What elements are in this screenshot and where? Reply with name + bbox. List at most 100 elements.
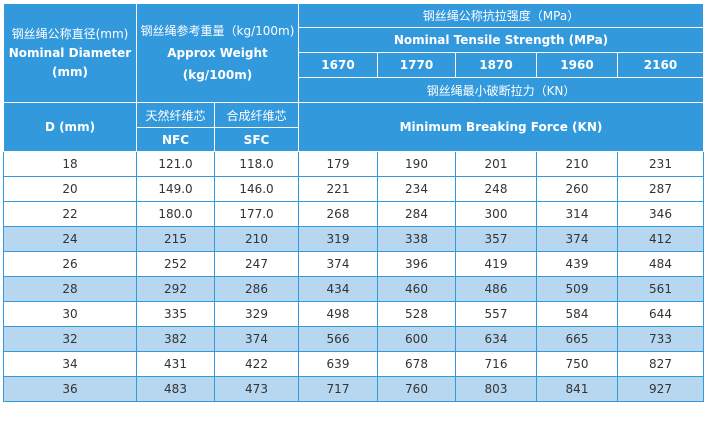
table-cell: 26 [3,251,137,277]
table-cell: 484 [617,251,704,277]
table-cell: 412 [617,226,704,252]
table-cell: 483 [136,376,215,402]
table-cell: 473 [214,376,299,402]
table-cell: 221 [298,176,378,202]
table-cell: 284 [377,201,456,227]
table-cell: 314 [536,201,618,227]
table-cell: 180.0 [136,201,215,227]
grade-header: 1870 [455,52,537,78]
break-force-header-cn: 钢丝绳最小破断拉力（KN） [298,77,704,103]
table-row: 20 149.0 146.0 221 234 248 260 287 [3,176,704,202]
table-row: 26 252 247 374 396 419 439 484 [3,251,704,277]
table-cell: 639 [298,351,378,377]
table-cell: 292 [136,276,215,302]
table-cell: 716 [455,351,537,377]
table-cell: 146.0 [214,176,299,202]
table-row: 18 121.0 118.0 179 190 201 210 231 [3,151,704,177]
table-cell: 803 [455,376,537,402]
table-cell: 149.0 [136,176,215,202]
table-row: 28 292 286 434 460 486 509 561 [3,276,704,302]
strength-header-cn: 钢丝绳公称抗拉强度（MPa） [298,3,704,28]
diameter-header-en: Nominal Diameter [8,45,132,60]
grade-header: 1770 [377,52,456,78]
table-cell: 927 [617,376,704,402]
table-row: 24 215 210 319 338 357 374 412 [3,226,704,252]
table-cell: 528 [377,301,456,327]
table-cell: 215 [136,226,215,252]
table-cell: 329 [214,301,299,327]
table-cell: 717 [298,376,378,402]
table-cell: 439 [536,251,618,277]
table-cell: 30 [3,301,137,327]
table-cell: 18 [3,151,137,177]
diameter-header-unit: (mm) [52,64,88,79]
table-cell: 34 [3,351,137,377]
table-row: 32 382 374 566 600 634 665 733 [3,326,704,352]
table-cell: 247 [214,251,299,277]
table-cell: 201 [455,151,537,177]
table-cell: 335 [136,301,215,327]
table-cell: 179 [298,151,378,177]
table-cell: 260 [536,176,618,202]
table-row: 30 335 329 498 528 557 584 644 [3,301,704,327]
grade-header: 1960 [536,52,618,78]
table-cell: 300 [455,201,537,227]
table-row: 22 180.0 177.0 268 284 300 314 346 [3,201,704,227]
table-cell: 36 [3,376,137,402]
table-cell: 210 [214,226,299,252]
table-cell: 431 [136,351,215,377]
table-cell: 486 [455,276,537,302]
table-cell: 24 [3,226,137,252]
table-cell: 561 [617,276,704,302]
table-cell: 750 [536,351,618,377]
table-cell: 234 [377,176,456,202]
table-cell: 760 [377,376,456,402]
table-cell: 190 [377,151,456,177]
table-cell: 382 [136,326,215,352]
table-cell: 374 [536,226,618,252]
table-cell: 357 [455,226,537,252]
table-cell: 118.0 [214,151,299,177]
table-cell: 419 [455,251,537,277]
table-cell: 509 [536,276,618,302]
table-cell: 252 [136,251,215,277]
table-cell: 28 [3,276,137,302]
table-cell: 557 [455,301,537,327]
weight-header-en: Approx Weight (kg/100m) [167,46,268,82]
table-cell: 634 [455,326,537,352]
table-cell: 32 [3,326,137,352]
table-cell: 286 [214,276,299,302]
table-cell: 346 [617,201,704,227]
table-cell: 584 [536,301,618,327]
table-cell: 566 [298,326,378,352]
table-cell: 20 [3,176,137,202]
table-cell: 177.0 [214,201,299,227]
table-cell: 287 [617,176,704,202]
sfc-header-cn: 合成纤维芯 [214,102,299,128]
weight-header: 钢丝绳参考重量（kg/100m) Approx Weight (kg/100m) [136,3,299,103]
diameter-header: 钢丝绳公称直径(mm) Nominal Diameter (mm) [3,3,137,103]
table-cell: 338 [377,226,456,252]
nfc-header: NFC [136,127,215,152]
table-cell: 644 [617,301,704,327]
table-cell: 374 [298,251,378,277]
table-cell: 665 [536,326,618,352]
table-cell: 231 [617,151,704,177]
break-force-header-en: Minimum Breaking Force (KN) [298,102,704,152]
table-cell: 396 [377,251,456,277]
strength-header-en: Nominal Tensile Strength (MPa) [298,27,704,53]
wire-rope-spec-table: 钢丝绳公称直径(mm) Nominal Diameter (mm) 钢丝绳参考重… [3,3,704,402]
table-row: 34 431 422 639 678 716 750 827 [3,351,704,377]
grade-header: 1670 [298,52,378,78]
table-cell: 374 [214,326,299,352]
table-cell: 319 [298,226,378,252]
weight-header-cn: 钢丝绳参考重量（kg/100m) [140,24,295,38]
d-label: D (mm) [3,102,137,152]
table-cell: 268 [298,201,378,227]
table-row: 36 483 473 717 760 803 841 927 [3,376,704,402]
table-cell: 422 [214,351,299,377]
nfc-header-cn: 天然纤维芯 [136,102,215,128]
table-cell: 460 [377,276,456,302]
sfc-header: SFC [214,127,299,152]
table-cell: 841 [536,376,618,402]
